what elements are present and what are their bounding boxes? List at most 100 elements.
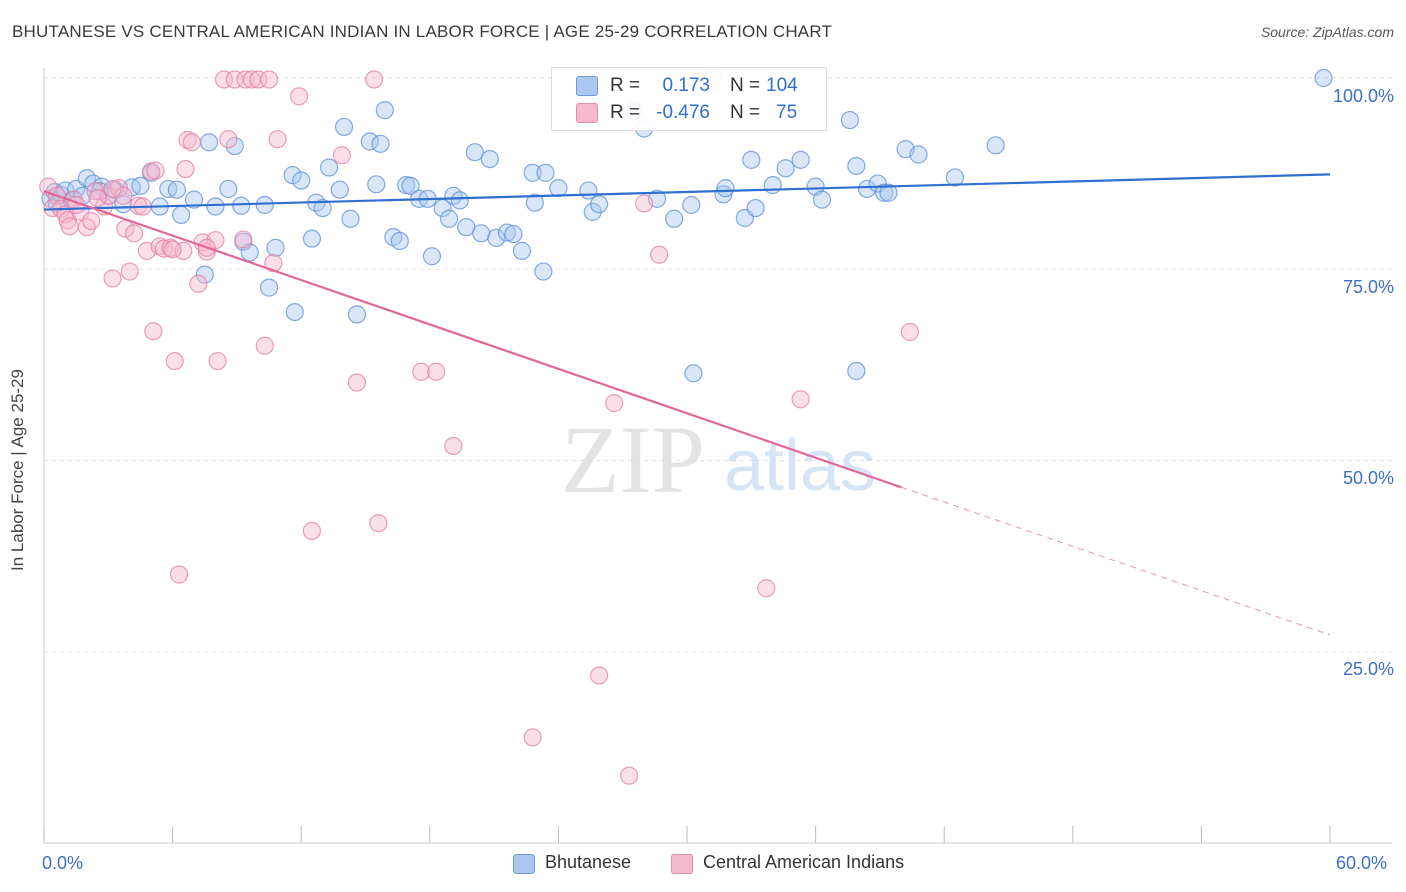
data-point [371, 134, 390, 153]
data-point [620, 766, 639, 785]
data-point [214, 70, 234, 89]
data-point [302, 521, 322, 540]
legend-r-value: -0.476 [656, 102, 710, 123]
chart-title: BHUTANESE VS CENTRAL AMERICAN INDIAN IN … [12, 22, 833, 41]
data-point [480, 149, 499, 169]
grid-lines [44, 77, 1392, 653]
data-point [268, 130, 287, 149]
data-point [812, 190, 832, 209]
legend-row-central-american-indians: R = -0.476 N = 75 [552, 100, 826, 126]
data-point [986, 136, 1005, 155]
data-point [208, 351, 227, 371]
data-point [264, 254, 283, 273]
data-point [165, 351, 184, 371]
data-point [60, 217, 79, 236]
data-point [364, 70, 384, 89]
data-point [746, 198, 765, 218]
legend-r-value: 0.173 [662, 75, 710, 96]
data-point [465, 143, 484, 162]
watermark-atlas: atlas [724, 426, 876, 506]
data-point [334, 117, 354, 137]
legend-r-label: R = [610, 75, 641, 96]
data-point [146, 161, 165, 180]
data-point [219, 179, 238, 199]
data-point [512, 241, 532, 260]
data-point [232, 196, 251, 215]
data-point [332, 146, 352, 165]
data-point [225, 136, 244, 156]
data-point [313, 198, 332, 218]
data-point [605, 394, 624, 413]
data-point [236, 70, 255, 89]
data-point [302, 229, 322, 248]
data-point [742, 150, 761, 169]
data-point [124, 224, 144, 243]
data-point [234, 230, 253, 249]
data-point [757, 579, 776, 598]
data-point [875, 183, 894, 202]
data-point [650, 245, 669, 264]
legend-n-value: 75 [776, 102, 798, 123]
data-point [330, 180, 349, 199]
data-point [189, 274, 208, 293]
data-point [199, 133, 219, 152]
data-point [163, 240, 182, 259]
data-point [791, 150, 810, 169]
data-point [401, 176, 420, 195]
data-point [169, 565, 189, 584]
legend-label-central-american-indians: Central American Indians [703, 852, 905, 872]
data-point [472, 224, 491, 243]
data-point [266, 238, 285, 257]
data-point [114, 186, 133, 205]
data-point [390, 231, 409, 251]
data-point [360, 132, 379, 151]
data-point [255, 336, 274, 355]
data-point [590, 195, 609, 214]
watermark-zip: ZIP [561, 406, 705, 513]
data-point [167, 180, 186, 199]
y-tick-label-25: 25.0% [1342, 659, 1394, 679]
trend-line-extension [901, 486, 1331, 636]
data-point [182, 133, 201, 152]
data-point [319, 158, 339, 177]
data-point [635, 194, 654, 213]
data-point [909, 145, 928, 164]
data-point [285, 302, 304, 322]
data-point [840, 110, 859, 130]
data-point [579, 181, 598, 200]
legend-swatch-pink [576, 103, 598, 123]
legend-row-bhutanese: R = 0.173 N = 104 [552, 73, 826, 99]
legend-n-label: N = [730, 75, 761, 96]
y-tick-label-50: 50.0% [1342, 468, 1394, 488]
y-axis-label: In Labor Force | Age 25-29 [8, 369, 27, 571]
trend-line [43, 190, 902, 489]
data-point [347, 373, 367, 392]
data-point [444, 436, 463, 456]
data-point [450, 191, 469, 210]
data-point [525, 193, 544, 212]
data-point [879, 183, 898, 202]
x-tick-label-max: 60.0% [1336, 853, 1388, 873]
data-point [289, 87, 309, 106]
data-point [144, 322, 163, 341]
data-point [1314, 68, 1333, 88]
data-point [427, 362, 446, 381]
x-tick-label-min: 0.0% [42, 853, 84, 873]
legend-n-label: N = [730, 102, 761, 123]
data-point [763, 176, 782, 195]
data-point [195, 265, 214, 284]
data-point [206, 197, 225, 216]
data-point [847, 156, 866, 176]
data-point [665, 209, 684, 228]
data-point [219, 130, 238, 149]
data-point [412, 362, 431, 381]
trend-line [43, 173, 1331, 211]
data-point [776, 159, 795, 178]
data-point [945, 168, 965, 187]
data-point [347, 305, 367, 324]
data-point [439, 209, 459, 228]
data-point [487, 228, 506, 247]
data-point [176, 159, 195, 179]
legend-n-value: 104 [766, 75, 798, 96]
